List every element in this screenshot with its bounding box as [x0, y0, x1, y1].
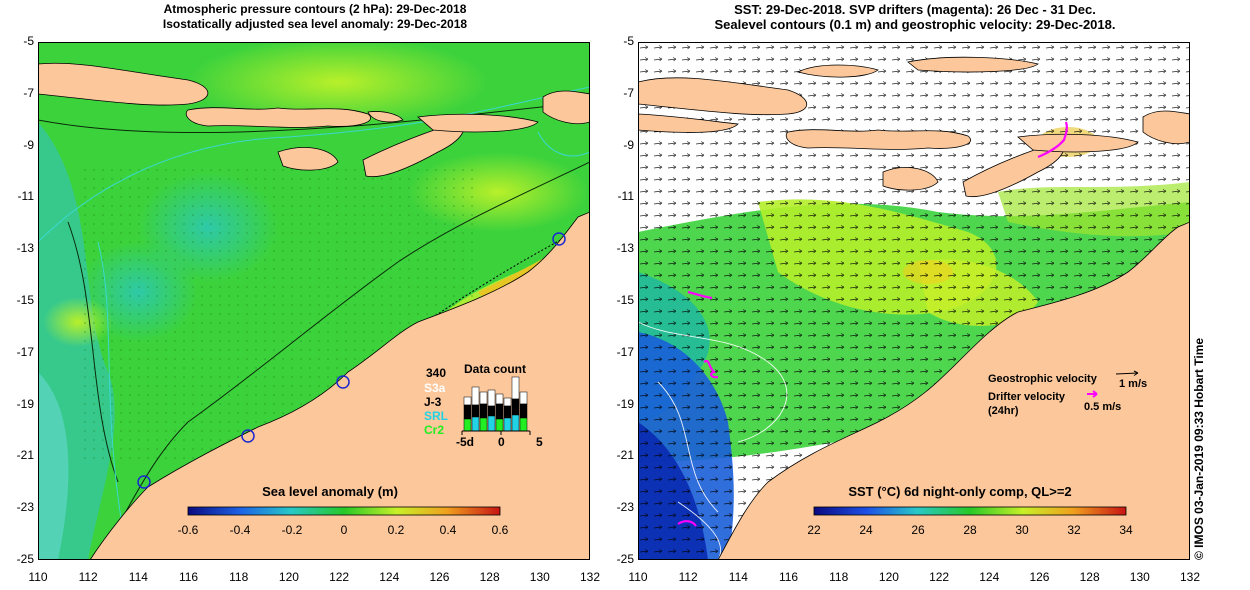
legend-cr2: Cr2 — [424, 423, 444, 437]
left-x-tick-label: 120 — [278, 570, 299, 584]
right-y-tick-label: -11 — [617, 189, 634, 204]
velocity-legend: Geostrophic velocity 1 m/s Drifter veloc… — [988, 370, 1147, 417]
right-title-line-1: SST: 29-Dec-2018. SVP drifters (magenta)… — [734, 2, 1096, 17]
left-x-tick-label: 110 — [28, 570, 48, 584]
right-y-tick-label: -9 — [623, 137, 634, 152]
drifter-tracks — [677, 121, 1068, 527]
imos-credit: © IMOS 03-Jan-2019 09:33 Hobart Time — [1192, 337, 1206, 560]
drifter-velocity-sublabel: (24hr) — [988, 405, 1019, 417]
sst-tick: 30 — [1015, 523, 1029, 537]
left-y-tick-label: -5 — [23, 34, 34, 48]
right-map-title: SST: 29-Dec-2018. SVP drifters (magenta)… — [640, 2, 1190, 32]
left-y-tick-label: -13 — [16, 241, 34, 256]
drifter-scale: 0.5 m/s — [1084, 401, 1121, 413]
geostrophic-scale: 1 m/s — [1119, 378, 1147, 390]
sst-tick: 34 — [1119, 523, 1133, 537]
left-x-tick-label: 128 — [479, 570, 500, 584]
left-x-tick-label: 124 — [379, 570, 400, 584]
australia-landmass — [717, 221, 1190, 560]
legend-s3a: S3a — [424, 381, 446, 395]
inset-xtick-5: 5 — [536, 435, 543, 449]
left-y-tick-label: -15 — [16, 293, 34, 307]
left-x-tick-label: 126 — [429, 570, 450, 584]
right-x-tick-label: 122 — [929, 570, 950, 584]
sla-tick: -0.4 — [230, 523, 251, 537]
inset-xtick-minus5d: -5d — [456, 435, 474, 449]
sla-tick: 0.4 — [440, 523, 457, 537]
right-x-tick-label: 110 — [628, 570, 648, 584]
data-count-max-label: 340 — [426, 366, 446, 380]
drifter-velocity-label: Drifter velocity — [988, 391, 1066, 403]
right-x-tick-label: 126 — [1029, 570, 1050, 584]
right-y-tick-label: -19 — [616, 396, 634, 411]
left-x-tick-label: 112 — [78, 570, 98, 584]
left-x-tick-label: 122 — [329, 570, 350, 584]
sla-tick: 0.2 — [388, 523, 405, 537]
sla-tick: 0 — [341, 523, 348, 537]
right-x-tick-label: 130 — [1129, 570, 1150, 584]
right-y-tick-label: -7 — [623, 85, 634, 100]
right-y-tick-label: -13 — [616, 241, 634, 256]
indonesia-islands — [38, 62, 590, 178]
sla-colorbar: Sea level anomaly (m) -0.6 -0.4 -0.2 0 0… — [178, 484, 509, 537]
left-y-tick-label: -21 — [16, 448, 34, 463]
left-y-tick-label: -17 — [16, 344, 34, 359]
right-x-tick-label: 128 — [1079, 570, 1100, 584]
tide-gauge-marker — [241, 429, 255, 443]
data-count-title: Data count — [464, 362, 526, 376]
left-y-tick-label: -19 — [16, 396, 34, 411]
sst-tick: 28 — [963, 523, 977, 537]
right-x-tick-label: 112 — [678, 570, 698, 584]
right-title-line-2: Sealevel contours (0.1 m) and geostrophi… — [714, 17, 1116, 32]
right-y-tick-label: -23 — [616, 500, 634, 515]
right-x-tick-label: 124 — [979, 570, 1000, 584]
right-x-tick-label: 114 — [728, 570, 748, 584]
right-x-tick-label: 118 — [829, 570, 849, 584]
left-map-title: Atmospheric pressure contours (2 hPa): 2… — [40, 2, 590, 32]
sla-tick: 0.6 — [492, 523, 509, 537]
left-x-tick-label: 130 — [529, 570, 550, 584]
left-y-tick-label: -7 — [23, 85, 34, 100]
sst-colorbar-label: SST (°C) 6d night-only comp, QL>=2 — [848, 484, 1071, 499]
right-x-tick-label: 132 — [1179, 570, 1201, 584]
sst-map: Geostrophic velocity 1 m/s Drifter veloc… — [638, 42, 1190, 560]
right-y-tick-label: -15 — [616, 293, 634, 307]
right-y-tick-label: -5 — [623, 34, 634, 48]
left-y-tick-label: -9 — [23, 137, 34, 152]
left-x-tick-label: 116 — [178, 570, 199, 584]
tide-gauge-marker — [137, 475, 151, 489]
australia-landmass — [89, 211, 590, 560]
geostrophic-velocity-label: Geostrophic velocity — [988, 373, 1098, 385]
sst-tick: 22 — [807, 523, 821, 537]
left-y-tick-label: -25 — [16, 552, 34, 566]
tide-gauge-marker — [552, 232, 566, 246]
legend-srl: SRL — [424, 409, 448, 423]
right-y-tick-label: -17 — [616, 344, 634, 359]
sst-tick: 26 — [911, 523, 925, 537]
tide-gauge-marker — [336, 375, 350, 389]
legend-j3: J-3 — [424, 395, 442, 409]
left-x-tick-label: 118 — [229, 570, 249, 584]
left-y-tick-label: -23 — [16, 500, 34, 515]
indonesia-islands — [638, 56, 1190, 198]
right-x-tick-label: 120 — [878, 570, 899, 584]
inset-xtick-0: 0 — [498, 435, 505, 449]
right-x-tick-label: 116 — [778, 570, 799, 584]
sst-tick: 32 — [1067, 523, 1081, 537]
left-x-tick-label: 132 — [579, 570, 601, 584]
sla-colorbar-label: Sea level anomaly (m) — [262, 484, 398, 499]
sea-level-anomaly-map: 340 Data count S3a J-3 SRL Cr2 -5d 0 5 S… — [38, 42, 590, 560]
left-title-line-2: Isostatically adjusted sea level anomaly… — [162, 17, 468, 31]
data-count-inset: 340 Data count S3a J-3 SRL Cr2 -5d 0 5 — [424, 362, 543, 449]
sst-tick: 24 — [859, 523, 873, 537]
sla-tick: -0.2 — [282, 523, 303, 537]
left-title-line-1: Atmospheric pressure contours (2 hPa): 2… — [163, 2, 467, 16]
left-x-tick-label: 114 — [128, 570, 148, 584]
sst-colorbar: SST (°C) 6d night-only comp, QL>=2 22 24… — [807, 484, 1133, 537]
right-y-tick-label: -25 — [616, 552, 634, 566]
right-y-tick-label: -21 — [616, 448, 634, 463]
sla-tick: -0.6 — [178, 523, 199, 537]
left-y-tick-label: -11 — [17, 189, 34, 204]
